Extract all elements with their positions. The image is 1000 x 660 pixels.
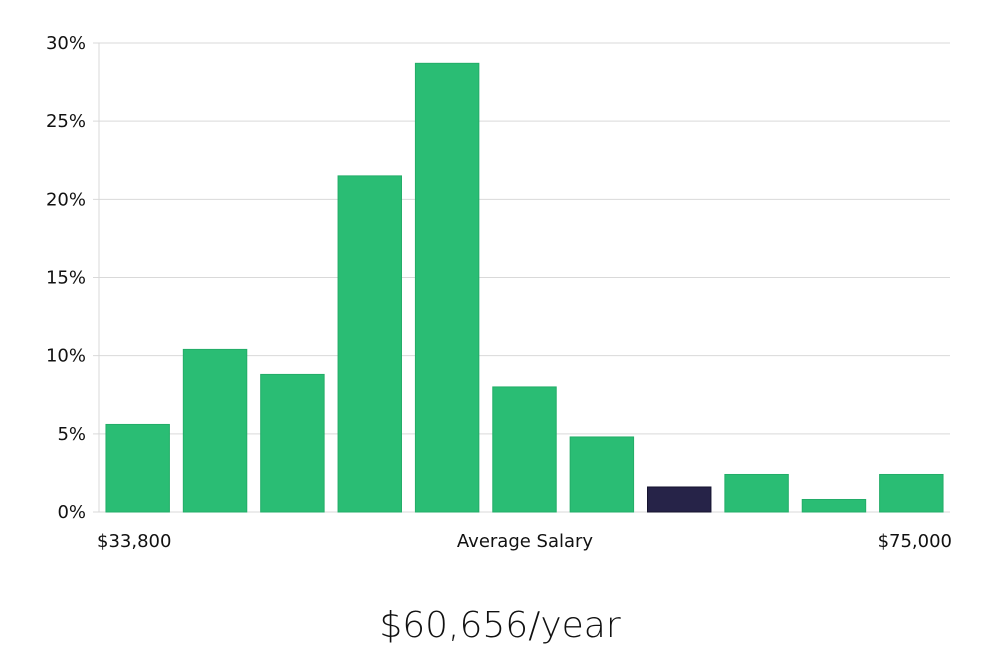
y-tick-label: 30% xyxy=(46,33,86,54)
x-min-label: $33,800 xyxy=(97,531,171,552)
salary-histogram: 0% 5% 10% 15% 20% 25% 30% $33,800 Average Sala… xyxy=(46,33,952,552)
y-tick-label: 5% xyxy=(57,424,86,445)
y-tick-label: 0% xyxy=(57,502,86,523)
y-tick-label: 10% xyxy=(46,346,86,367)
y-tick-label: 25% xyxy=(46,111,86,132)
average-salary-value: $60,656/year xyxy=(379,605,621,646)
bar-highlighted xyxy=(647,486,712,513)
bar xyxy=(801,498,867,513)
bar xyxy=(724,473,789,513)
x-axis-label: Average Salary xyxy=(457,531,594,552)
bar xyxy=(337,175,402,513)
bar xyxy=(260,373,325,513)
bar xyxy=(569,436,635,513)
y-tick-label: 15% xyxy=(46,268,86,289)
bars xyxy=(105,62,944,513)
y-axis-ticks: 0% 5% 10% 15% 20% 25% 30% xyxy=(46,33,86,523)
y-tick-label: 20% xyxy=(46,189,86,210)
x-max-label: $75,000 xyxy=(878,531,952,552)
bar xyxy=(105,423,170,513)
bar xyxy=(879,473,944,513)
bar xyxy=(414,62,480,513)
bar xyxy=(492,386,557,513)
bar xyxy=(182,348,248,513)
